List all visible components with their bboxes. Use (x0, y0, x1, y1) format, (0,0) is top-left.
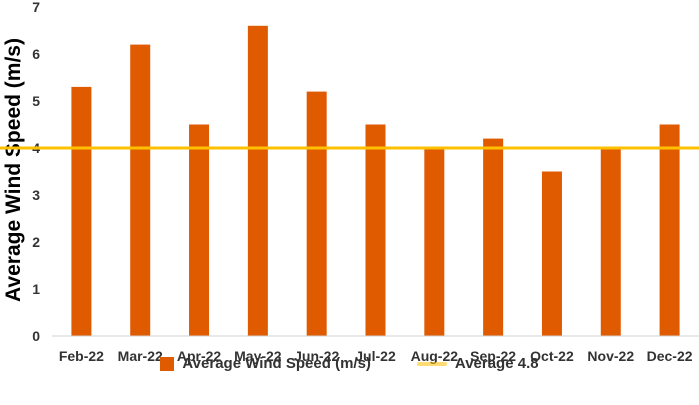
y-tick-label: 1 (32, 281, 40, 297)
y-tick-label: 7 (32, 0, 40, 15)
bar (424, 148, 445, 336)
y-tick-label: 3 (32, 187, 40, 203)
bar (365, 124, 386, 336)
bar (306, 91, 327, 336)
bar (130, 44, 151, 336)
x-tick-label: Sep-22 (470, 348, 516, 364)
legend-label-wind-speed: Average Wind Speed (m/s) (182, 355, 371, 372)
bar (659, 124, 680, 336)
y-tick-label: 5 (32, 93, 40, 109)
legend-label-average: Average 4.8 (454, 355, 539, 372)
y-tick-label: 2 (32, 234, 40, 250)
x-tick-label: Feb-22 (59, 348, 104, 364)
legend-item-wind-speed: Average Wind Speed (m/s) (160, 355, 371, 372)
x-tick-label: Jun-22 (294, 348, 339, 364)
bar (600, 148, 621, 336)
chart-legend: Average Wind Speed (m/s) Average 4.8 (0, 355, 699, 372)
y-tick-label: 6 (32, 46, 40, 62)
x-tick-label: May-22 (234, 348, 282, 364)
y-axis-label: Average Wind Speed (m/s) (2, 38, 25, 302)
y-tick-label: 0 (32, 328, 40, 344)
bar (247, 25, 268, 337)
legend-swatch-bar (160, 356, 175, 371)
x-tick-label: Apr-22 (177, 348, 222, 364)
bar (189, 124, 210, 336)
bar (483, 138, 504, 336)
legend-swatch-line (416, 361, 447, 366)
bar (71, 86, 92, 337)
x-tick-label: Dec-22 (647, 348, 693, 364)
x-tick-label: Oct-22 (530, 348, 574, 364)
bar (541, 171, 562, 336)
x-tick-label: Nov-22 (587, 348, 634, 364)
x-tick-label: Aug-22 (411, 348, 459, 364)
x-tick-label: Mar-22 (118, 348, 163, 364)
x-tick-label: Jul-22 (355, 348, 396, 364)
legend-item-average: Average 4.8 (416, 355, 539, 372)
